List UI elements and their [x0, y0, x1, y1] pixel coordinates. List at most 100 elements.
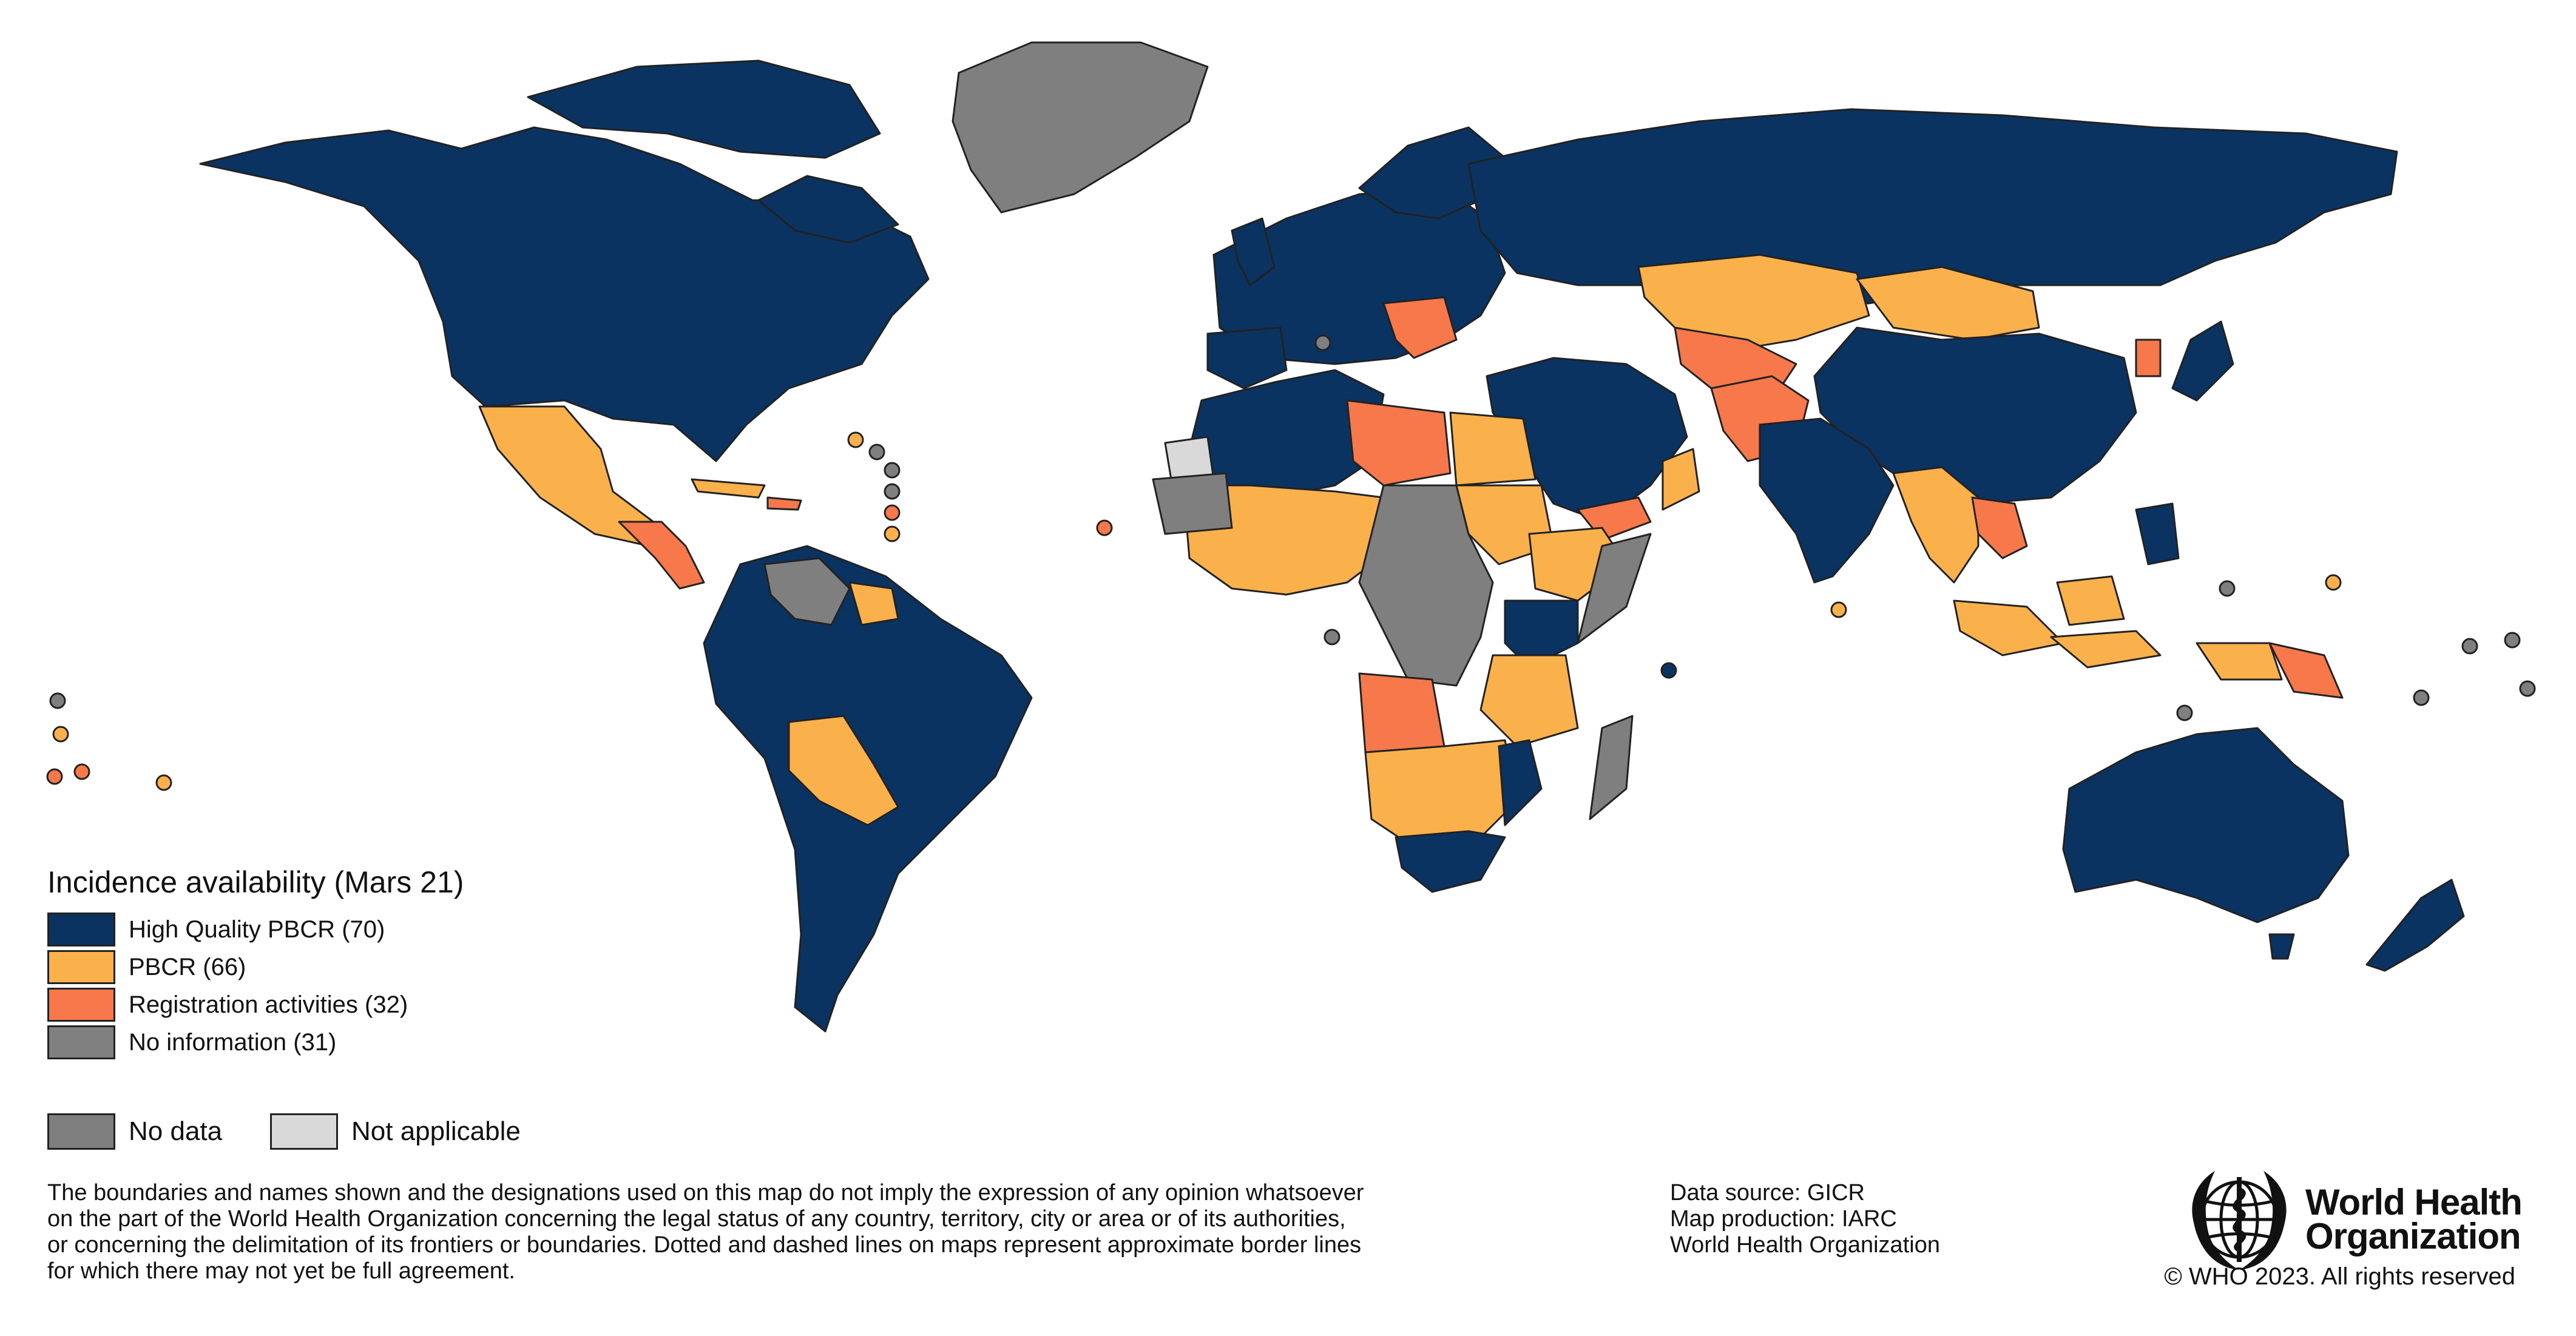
angola	[1358, 672, 1445, 754]
legend-swatch	[47, 988, 115, 1022]
legend-label: Registration activities (32)	[129, 991, 408, 1018]
australia	[2062, 727, 2350, 923]
tasmania	[2268, 933, 2295, 960]
southeast-asia	[1892, 466, 1979, 584]
island-marker	[2461, 638, 2478, 655]
map-legend: Incidence availability (Mars 21) High Qu…	[47, 865, 464, 1061]
island-marker	[1660, 662, 1677, 679]
legend-item-pbcr: PBCR (66)	[47, 948, 464, 986]
western-sahara	[1164, 436, 1215, 481]
south-africa	[1394, 830, 1506, 893]
island-marker	[1096, 519, 1113, 536]
source-line: Map production: IARC	[1670, 1206, 1897, 1232]
source-credits: Data source: GICR Map production: IARC W…	[1670, 1180, 1940, 1258]
disclaimer-line: for which there may not yet be full agre…	[47, 1258, 515, 1284]
island-marker	[1314, 334, 1331, 351]
guianas	[848, 581, 899, 626]
bolivia-paraguay	[788, 715, 899, 826]
who-name-line: World Health	[2305, 1182, 2523, 1223]
indonesia	[1953, 599, 2064, 656]
philippines	[2135, 502, 2180, 565]
island-marker	[155, 774, 172, 791]
arctic-islands	[527, 59, 881, 159]
island-marker	[868, 444, 885, 461]
legend-label: PBCR (66)	[129, 953, 246, 980]
island-marker	[73, 763, 90, 780]
island-marker	[2176, 704, 2193, 721]
island-marker	[884, 525, 901, 542]
legend-label: No information (31)	[129, 1028, 337, 1056]
source-line: World Health Organization	[1670, 1232, 1940, 1258]
somalia	[1577, 533, 1652, 644]
legend-item-high-quality: High Quality PBCR (70)	[47, 911, 464, 948]
who-name: World Health Organization	[2305, 1182, 2523, 1257]
disclaimer-line: The boundaries and names shown and the d…	[47, 1180, 1364, 1206]
disclaimer-line: or concerning the delimitation of its fr…	[47, 1232, 1362, 1258]
disclaimer-text: The boundaries and names shown and the d…	[47, 1180, 1649, 1284]
legend-no-data: No data	[47, 1113, 222, 1150]
legend-swatch	[47, 913, 115, 946]
mozambique	[1498, 739, 1543, 826]
central-america	[618, 521, 705, 590]
iberia	[1206, 326, 1288, 390]
legend-label: High Quality PBCR (70)	[129, 916, 385, 943]
disclaimer-line: on the part of the World Health Organiza…	[47, 1206, 1346, 1232]
north-america-region	[199, 126, 930, 462]
island-marker	[1323, 629, 1340, 646]
source-line: Data source: GICR	[1670, 1180, 1865, 1206]
egypt	[1449, 411, 1536, 487]
island-marker	[2325, 574, 2342, 591]
island-marker	[2219, 580, 2236, 597]
sudan	[1455, 484, 1555, 565]
arctic-islands-2	[757, 175, 899, 244]
borneo	[2056, 575, 2125, 626]
oman	[1662, 448, 1700, 511]
new-zealand	[2365, 879, 2465, 972]
russia	[1467, 108, 2398, 305]
india	[1759, 417, 1895, 584]
tanzania	[1479, 654, 1579, 747]
island-marker	[49, 692, 66, 709]
legend-item-registration: Registration activities (32)	[47, 986, 464, 1024]
madagascar	[1589, 715, 1634, 820]
southern-africa	[1364, 739, 1518, 845]
island-marker	[46, 768, 63, 785]
legend-swatch	[47, 950, 115, 984]
island-marker	[884, 483, 901, 500]
kazakhstan	[1637, 254, 1870, 353]
greenland	[952, 41, 1209, 214]
china	[1813, 326, 2137, 505]
island-marker	[2519, 680, 2536, 697]
not-applicable-swatch	[270, 1113, 338, 1150]
legend-title: Incidence availability (Mars 21)	[47, 865, 464, 899]
uk	[1231, 217, 1276, 286]
no-data-swatch	[47, 1113, 115, 1150]
caribbean	[691, 478, 766, 499]
papua	[2268, 642, 2344, 699]
legend-swatch	[47, 1025, 115, 1059]
legend-not-applicable: Not applicable	[270, 1113, 521, 1150]
island-marker	[884, 462, 901, 479]
mauritania-mali	[1152, 472, 1233, 535]
japan	[2171, 320, 2234, 402]
island-marker	[847, 431, 864, 448]
new-guinea	[2196, 642, 2283, 681]
mongolia	[1856, 266, 2040, 341]
island-marker	[2413, 689, 2430, 706]
libya	[1346, 399, 1452, 487]
island-marker	[2504, 632, 2521, 649]
who-emblem-icon	[2192, 1171, 2287, 1270]
indonesia-east	[2050, 630, 2162, 669]
venezuela-region	[763, 557, 851, 626]
balkans	[1382, 296, 1458, 359]
island-marker	[52, 726, 69, 743]
who-name-line: Organization	[2305, 1216, 2521, 1257]
island-marker	[884, 504, 901, 521]
indochina-reg	[1971, 496, 2028, 559]
korea	[2135, 339, 2162, 377]
legend-item-no-information: No information (31)	[47, 1024, 464, 1061]
no-data-label: No data	[129, 1116, 223, 1146]
who-logo: World Health Organization	[2182, 1162, 2523, 1277]
not-applicable-label: Not applicable	[351, 1116, 521, 1146]
caribbean-2	[766, 496, 802, 511]
